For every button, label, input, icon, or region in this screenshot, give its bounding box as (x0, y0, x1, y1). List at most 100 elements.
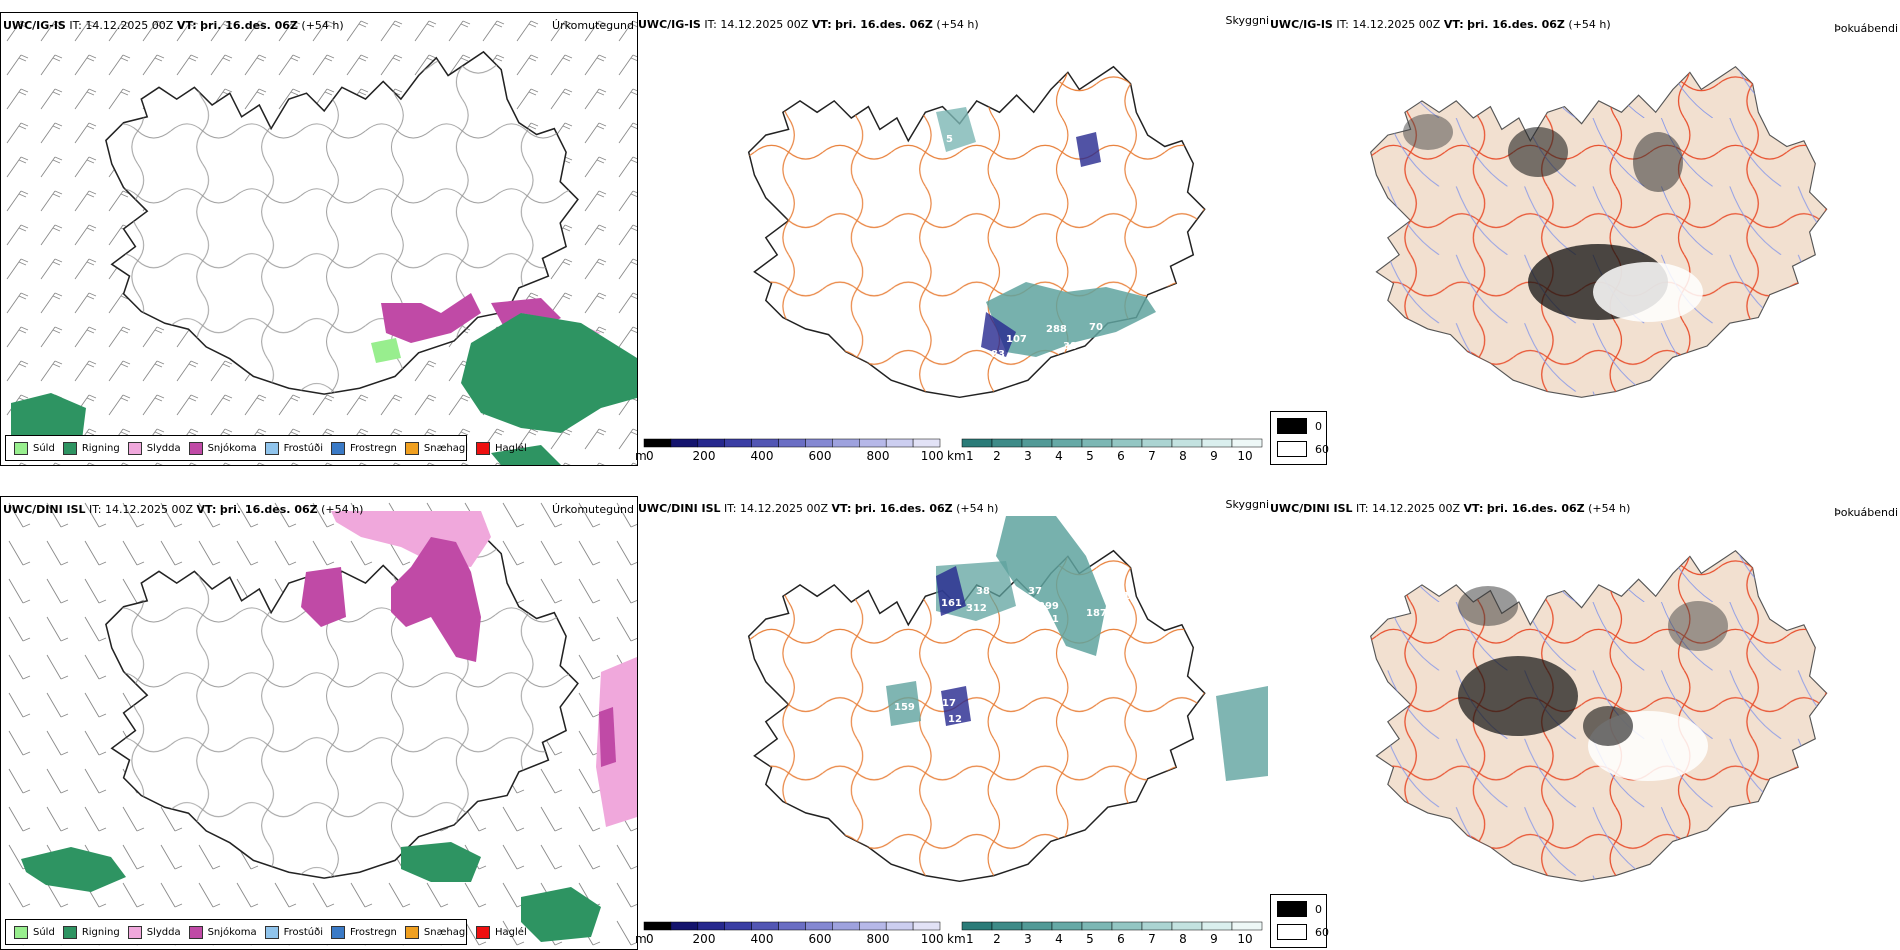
colorbar-swatch (991, 921, 1023, 931)
colorbar-swatch (832, 921, 860, 931)
valid-time: þri. 16.des. 06Z (200, 19, 298, 32)
lead-time: (+54 h) (321, 503, 364, 516)
fog-legend-row: 60 (1277, 441, 1329, 457)
legend-label: Frostúði (283, 442, 323, 454)
colorbar-swatch (1231, 438, 1263, 448)
init-time: 14.12.2025 00Z (740, 502, 829, 515)
it-label: IT: (1356, 502, 1369, 515)
colorbar-tick-label: 4 (1055, 932, 1063, 946)
rain-area (491, 445, 561, 465)
init-time: 14.12.2025 00Z (1352, 18, 1441, 31)
snow-area (301, 567, 346, 627)
colorbar-swatch (751, 438, 779, 448)
visibility-label: 5 (946, 134, 953, 145)
colorbar-swatch (832, 438, 860, 448)
fog-area (1583, 706, 1633, 746)
legend-item-freezing-drizzle: Frostúði (264, 441, 323, 455)
colorbar-swatch (859, 438, 887, 448)
visibility-label: 312 (966, 603, 987, 614)
legend-label: Haglél (495, 926, 527, 938)
colorbar-swatch (961, 438, 993, 448)
colorbar-tick-label: 1000 (921, 932, 944, 946)
visibility-label: 38 (1063, 341, 1077, 352)
legend-item-drizzle: Súld (14, 441, 55, 455)
fog-area (1668, 601, 1728, 651)
fog-area (1593, 262, 1703, 322)
fog-area (1458, 656, 1578, 736)
fog-legend-label: 0 (1315, 902, 1322, 916)
colorbar-swatch (1021, 438, 1053, 448)
colorbar-swatch (724, 438, 752, 448)
lead-time: (+54 h) (936, 18, 979, 31)
swatch (1277, 418, 1307, 434)
legend-label: Snjókoma (207, 926, 257, 938)
colorbar-tick-label: 9 (1210, 932, 1218, 946)
visibility-label: 38 (976, 586, 990, 597)
snow-area (381, 293, 481, 343)
panel-header: UWC/DINI ISL IT: 14.12.2025 00Z VT: þri.… (3, 503, 363, 516)
swatch (404, 441, 419, 455)
colorbar-swatch (1201, 921, 1233, 931)
legend-item-sleet: Slydda (127, 925, 181, 939)
fog-area (1633, 132, 1683, 192)
legend-item-hail: Haglél (476, 925, 527, 939)
fog-legend-top: 0 60 (1270, 411, 1329, 465)
precip-type-panel-bottom: UWC/DINI ISL IT: 14.12.2025 00Z VT: þri.… (0, 496, 638, 950)
model-name: UWC/DINI ISL (3, 503, 86, 516)
colorbar-tick-label: 2 (993, 449, 1001, 463)
init-time: 14.12.2025 00Z (720, 18, 809, 31)
vt-label: VT: (196, 503, 217, 516)
visibility-map-top: 5 107 288 70 83 38 (747, 65, 1206, 399)
legend-item-snow-pellets: Snæhagl (404, 441, 468, 455)
swatch (62, 925, 77, 939)
km-colorbar-bottom: km 1 2 3 4 5 6 7 8 9 10 (947, 921, 1263, 946)
colorbar-tick-label: 400 (751, 932, 774, 946)
visibility-label: 37 (1028, 586, 1042, 597)
legend-item-hail: Haglél (476, 441, 527, 455)
height-colorbar-bottom: m0 200 400 600 800 1000 (635, 921, 944, 946)
precip-type-map-top (1, 13, 637, 465)
fog-area (1403, 114, 1453, 150)
valid-time: þri. 16.des. 06Z (1467, 18, 1565, 31)
precip-legend: Súld Rigning Slydda Snjókoma Frostúði Fr… (5, 435, 527, 461)
colorbar-swatch (1171, 921, 1203, 931)
legend-label: Haglél (495, 442, 527, 454)
colorbar-tick-label: 8 (1179, 449, 1187, 463)
visibility-label: 12 (948, 714, 962, 725)
swatch (476, 441, 491, 455)
lead-time: (+54 h) (1588, 502, 1631, 515)
swatch (264, 925, 279, 939)
colorbar-swatch (1141, 438, 1173, 448)
colorbar-tick-label: 0 (646, 932, 654, 946)
swatch (1277, 441, 1307, 457)
colorbar-tick-label: 7 (1148, 449, 1156, 463)
fog-map-bottom (1370, 550, 1828, 882)
low-visibility-area (1216, 686, 1268, 781)
init-time: 14.12.2025 00Z (1372, 502, 1461, 515)
legend-label: Rigning (81, 442, 120, 454)
colorbar-swatch (697, 921, 725, 931)
vt-label: VT: (176, 19, 197, 32)
swatch (1277, 924, 1307, 940)
colorbar-unit: m (635, 932, 647, 946)
param-title: Úrkomutegund (552, 503, 634, 516)
visibility-label: 288 (1046, 324, 1067, 335)
fog-legend-row: 0 (1277, 418, 1322, 434)
colorbar-tick-label: 800 (867, 449, 890, 463)
rain-area (461, 313, 637, 433)
colorbar-swatch (778, 921, 806, 931)
colorbar-tick-label: 1 (966, 932, 974, 946)
visibility-label: 187 (1086, 608, 1107, 619)
swatch (14, 925, 28, 939)
panel-header: UWC/DINI ISL IT: 14.12.2025 00Z VT: þri.… (1270, 502, 1630, 515)
colorbar-swatch (912, 438, 941, 448)
snow-area (391, 537, 481, 662)
colorbar-tick-label: 400 (751, 449, 774, 463)
visibility-label: 107 (1006, 334, 1027, 345)
colorbar-swatch (961, 921, 993, 931)
low-visibility-area (986, 282, 1156, 357)
lead-time: (+54 h) (301, 19, 344, 32)
colorbar-swatch (643, 438, 672, 448)
model-name: UWC/IG-IS (3, 19, 66, 32)
swatch (188, 441, 203, 455)
